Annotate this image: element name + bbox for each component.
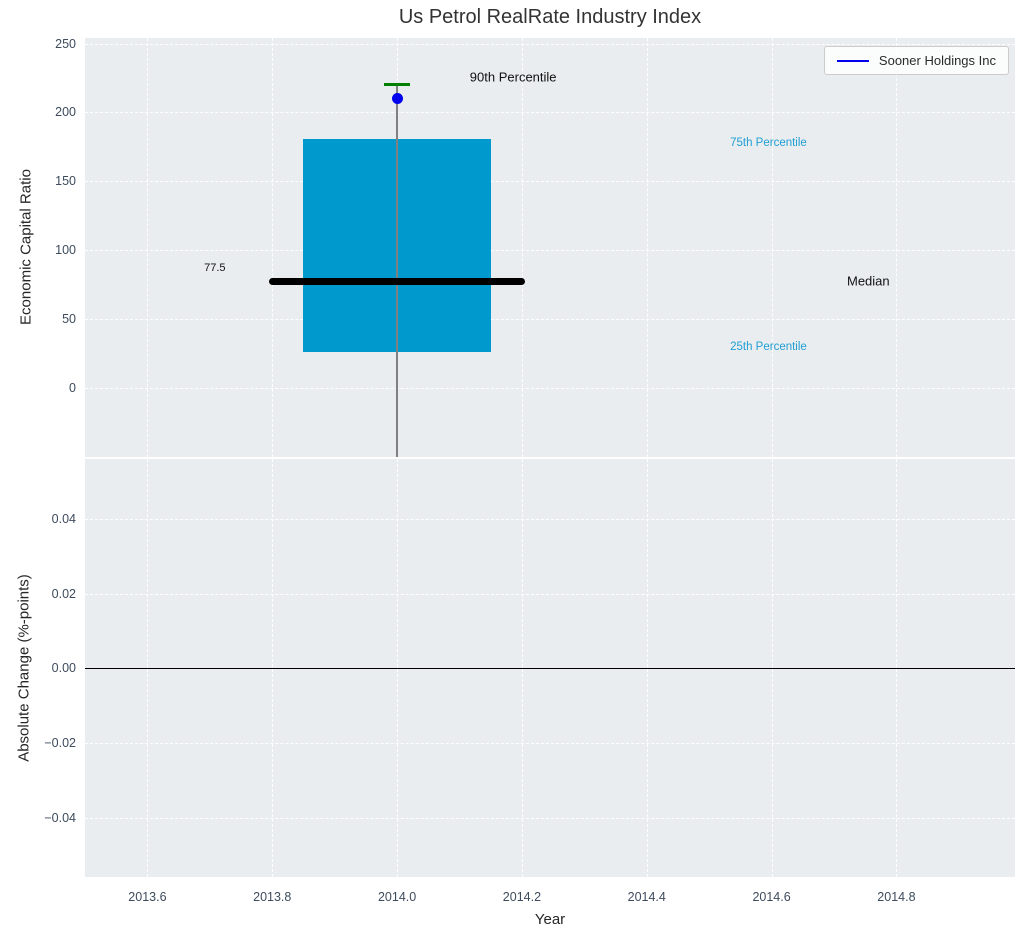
annotation-25th-percentile: 25th Percentile xyxy=(730,340,807,353)
x-tick-label: 2014.8 xyxy=(877,890,916,904)
company-point xyxy=(391,93,403,105)
gridline-horizontal xyxy=(85,593,1015,595)
gridline-horizontal xyxy=(85,319,1015,321)
y-tick-label: 0.04 xyxy=(51,511,76,526)
chart-title: Us Petrol RealRate Industry Index xyxy=(398,6,702,28)
y-tick-label: 250 xyxy=(55,36,76,51)
x-tick-label: 2014.4 xyxy=(627,890,666,904)
y-tick-label: 50 xyxy=(62,312,76,327)
panel-separator xyxy=(85,457,1015,459)
y-tick-label: 0 xyxy=(69,381,76,396)
x-tick-label: 2013.6 xyxy=(128,890,167,904)
y-tick-label: −0.04 xyxy=(44,810,76,825)
annotation-77-5: 77.5 xyxy=(204,262,226,275)
y-tick-label: −0.02 xyxy=(44,736,76,751)
gridline-vertical xyxy=(646,38,648,457)
y-tick-label: 100 xyxy=(55,243,76,258)
gridline-horizontal xyxy=(85,388,1015,390)
gridline-horizontal xyxy=(85,817,1015,819)
x-tick-label: 2014.0 xyxy=(377,890,417,904)
p90-cap xyxy=(384,83,411,87)
legend: Sooner Holdings Inc xyxy=(823,46,1009,75)
y-tick-label: 200 xyxy=(55,105,76,120)
median-line xyxy=(269,277,525,285)
gridline-horizontal xyxy=(85,250,1015,252)
gridline-horizontal xyxy=(85,743,1015,745)
legend-label: Sooner Holdings Inc xyxy=(878,53,996,68)
y-tick-label: 0.02 xyxy=(51,586,76,601)
gridline-horizontal xyxy=(85,43,1015,45)
legend-line-icon xyxy=(836,59,869,62)
gridline-horizontal xyxy=(85,112,1015,114)
x-tick-label: 2014.2 xyxy=(502,890,542,904)
gridline-vertical xyxy=(147,38,149,457)
gridline-vertical xyxy=(771,38,773,457)
gridline-vertical xyxy=(896,38,898,457)
whisker-line xyxy=(396,84,398,457)
gridline-horizontal xyxy=(85,518,1015,520)
gridline-vertical xyxy=(272,38,274,457)
annotation-median: Median xyxy=(846,273,890,289)
zero-line xyxy=(85,667,1015,670)
x-tick-label: 2014.6 xyxy=(752,890,791,904)
x-tick-label: 2013.8 xyxy=(253,890,292,904)
y-tick-label: 150 xyxy=(55,174,76,189)
x-axis-label: Year xyxy=(534,911,566,928)
annotation-90th-percentile: 90th Percentile xyxy=(469,69,557,85)
gridline-vertical xyxy=(521,38,523,457)
gridline-horizontal xyxy=(85,181,1015,183)
annotation-75th-percentile: 75th Percentile xyxy=(730,136,807,149)
y-tick-label: 0.00 xyxy=(51,661,76,676)
bottom-panel xyxy=(85,459,1015,877)
top-panel: Sooner Holdings Inc 90th Percentile 75th … xyxy=(85,38,1015,457)
